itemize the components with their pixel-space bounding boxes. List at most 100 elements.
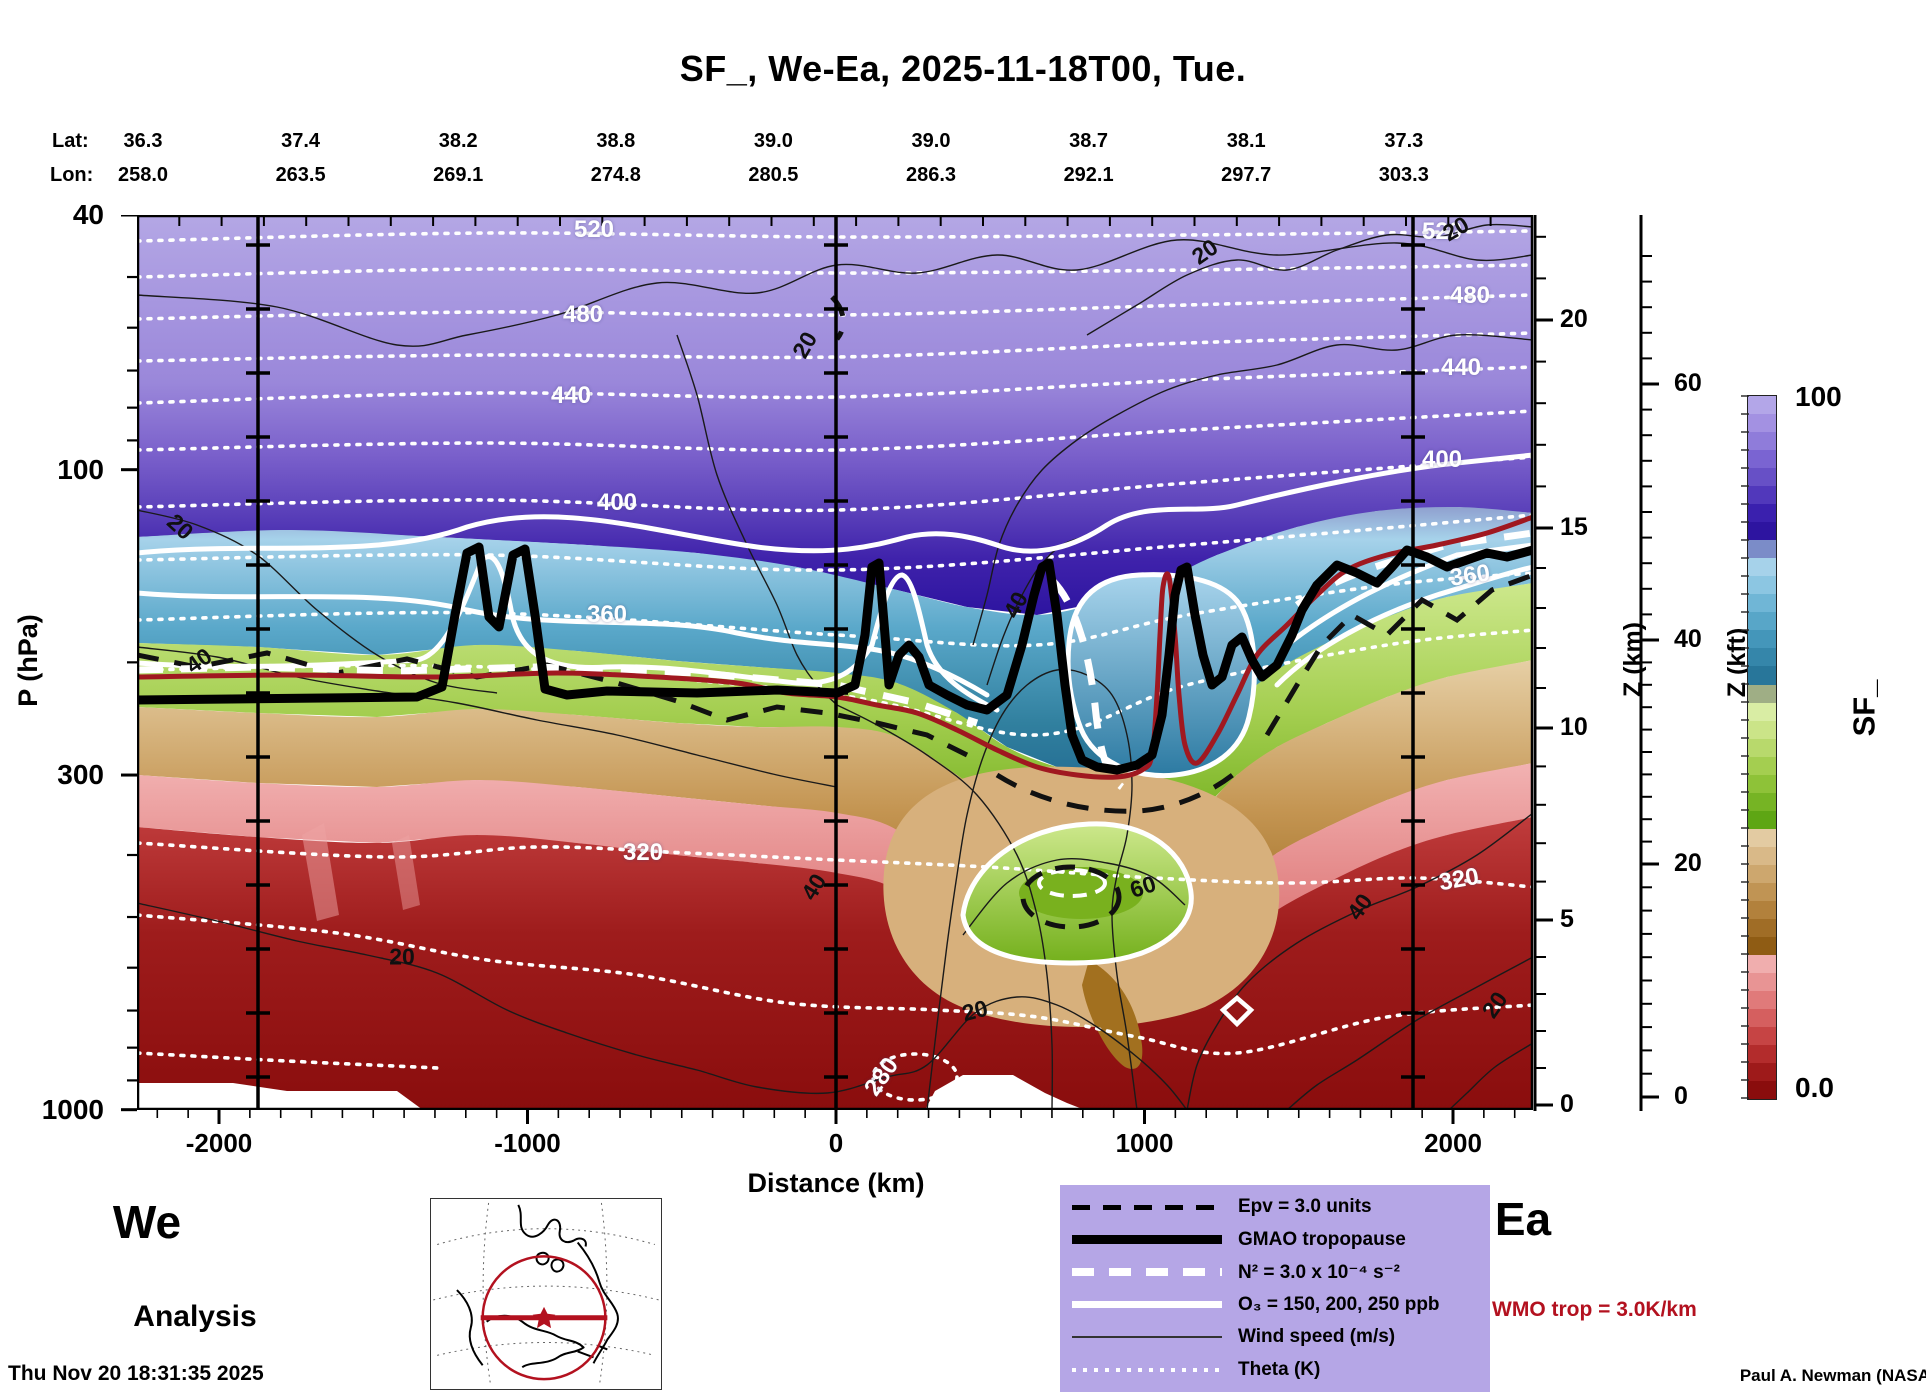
lat-value: 38.7 [1069,130,1109,152]
legend-sample-wind [1072,1336,1222,1339]
lon-row-label: Lon: [50,164,94,186]
z-tick-label: 40 [1674,625,1702,653]
colorbar-ticks [1741,395,1749,1099]
wind-contour-label: 20 [389,943,415,970]
lon-value: 303.3 [1378,164,1429,186]
legend-label: O₃ = 150, 200, 250 ppb [1238,1293,1440,1315]
legend-row: Wind speed (m/s) [1072,1324,1478,1350]
colorbar-segment [1748,1063,1776,1082]
x-tick-label: 1000 [1115,1128,1174,1158]
analysis-label: Analysis [133,1300,257,1333]
theta-contour-label: 400 [1421,446,1463,473]
x-axis-ticks [156,1110,1516,1124]
colorbar-segment [1748,1027,1776,1046]
colorbar-segment [1748,504,1776,523]
colorbar-segment [1748,468,1776,487]
colorbar-segment [1748,522,1776,541]
colorbar-segment [1748,576,1776,595]
wmo-trop-note: WMO trop = 3.0K/km [1492,1298,1697,1321]
colorbar-segment [1748,792,1776,811]
lat-value: 39.0 [753,130,793,152]
z-km-ruler [1533,215,1553,1111]
pressure-axis-title: P (hPa) [12,614,43,707]
terrain-left [137,1083,423,1110]
colorbar-segment [1748,630,1776,649]
colorbar-segment [1748,738,1776,757]
legend: Epv = 3.0 units GMAO tropopause N² = 3.0 x… [1060,1185,1490,1392]
x-tick-label: 0 [828,1128,844,1158]
colorbar-segment [1748,720,1776,739]
lon-value: 274.8 [590,164,641,186]
colorbar-segment [1748,918,1776,937]
colorbar-segment [1748,594,1776,613]
colorbar-min-label: 0.0 [1795,1072,1834,1103]
legend-label: GMAO tropopause [1238,1228,1406,1250]
colorbar-segment [1748,414,1776,433]
location-map-inset [430,1198,662,1390]
colorbar-segment [1748,882,1776,901]
z-kft-ruler [1639,215,1659,1111]
colorbar-segment [1748,954,1776,973]
z-tick-label: 0 [1674,1082,1688,1110]
x-tick-label: -1000 [494,1128,561,1158]
colorbar-segment [1748,540,1776,559]
colorbar-segment [1748,666,1776,685]
lon-value: 258.0 [117,164,169,186]
z-tick-label: 15 [1560,513,1588,541]
colorbar-segment [1748,702,1776,721]
colorbar-title: SF_ [1846,679,1882,737]
z-tick-label: 10 [1560,713,1588,741]
theta-contour-label: 400 [596,489,638,516]
colorbar-segment [1748,991,1776,1010]
map-cross-section-marker [480,1255,608,1381]
theta-contour-label: 360 [1448,559,1492,592]
x-tick-label: 2000 [1424,1128,1482,1158]
colorbar-segment [1748,396,1776,415]
colorbar-segment [1748,774,1776,793]
legend-row: Epv = 3.0 units [1072,1194,1478,1220]
lat-value: 39.0 [911,130,951,152]
legend-row: N² = 3.0 x 10⁻⁴ s⁻² [1072,1259,1478,1285]
gmao-tropopause-line [137,542,1533,775]
colorbar-segment [1748,486,1776,505]
colorbar-segment [1748,1045,1776,1064]
colorbar-max-label: 100 [1795,381,1842,412]
colorbar-segment [1748,846,1776,865]
z-tick-label: 60 [1674,369,1702,397]
colorbar-segment [1748,1081,1776,1100]
colorbar-segment [1748,828,1776,847]
legend-sample-trop [1072,1235,1222,1245]
colorbar-segment [1748,684,1776,703]
colorbar-segment [1748,973,1776,992]
legend-row: GMAO tropopause [1072,1227,1478,1253]
legend-label: Wind speed (m/s) [1238,1326,1396,1348]
legend-sample-o3 [1072,1301,1222,1309]
lon-value: 269.1 [433,164,484,186]
colorbar-segment [1748,900,1776,919]
lon-value: 263.5 [275,164,326,186]
z-tick-label: 20 [1674,849,1702,877]
legend-row: Theta (K) [1072,1357,1478,1383]
colorbar-segment [1748,450,1776,469]
colorbar-segment [1748,810,1776,829]
west-end-label: We [112,1196,182,1248]
colorbar-segment [1748,612,1776,631]
map-graticule [433,1202,659,1386]
colorbar-segment [1748,756,1776,775]
cross-section-plot: 520 520 480 480 440 440 400 400 360 360 320 320 280 2… [137,211,1533,1110]
lon-value: 280.5 [748,164,799,186]
theta-contour-label: 440 [1440,354,1482,381]
legend-sample-n2 [1072,1268,1222,1277]
lat-value: 36.3 [123,130,163,152]
colorbar-segment [1748,648,1776,667]
lat-value: 37.4 [281,130,321,152]
legend-sample-epv [1072,1204,1222,1210]
theta-contour-label: 320 [622,839,664,866]
theta-contour-label: 520 [573,216,615,243]
lat-value: 38.8 [596,130,636,152]
z-tick-label: 5 [1560,905,1574,933]
colorbar-segment [1748,864,1776,883]
blue-pocket [1068,574,1255,776]
pressure-tick-label: 40 [72,199,104,230]
page-title: SF_, We-Ea, 2025-11-18T00, Tue. [679,48,1247,89]
